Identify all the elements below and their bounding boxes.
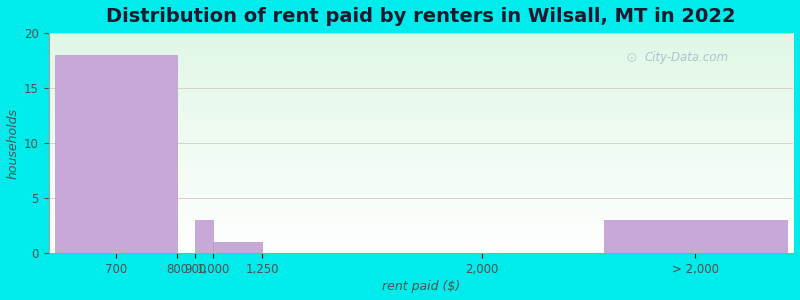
Bar	[604, 220, 787, 253]
Text: City-Data.com: City-Data.com	[644, 51, 728, 64]
Text: ⊙: ⊙	[626, 51, 638, 65]
Bar	[214, 242, 262, 253]
Bar	[195, 220, 214, 253]
X-axis label: rent paid ($): rent paid ($)	[382, 280, 460, 293]
Y-axis label: households: households	[7, 108, 20, 178]
Title: Distribution of rent paid by renters in Wilsall, MT in 2022: Distribution of rent paid by renters in …	[106, 7, 736, 26]
Bar	[55, 55, 177, 253]
